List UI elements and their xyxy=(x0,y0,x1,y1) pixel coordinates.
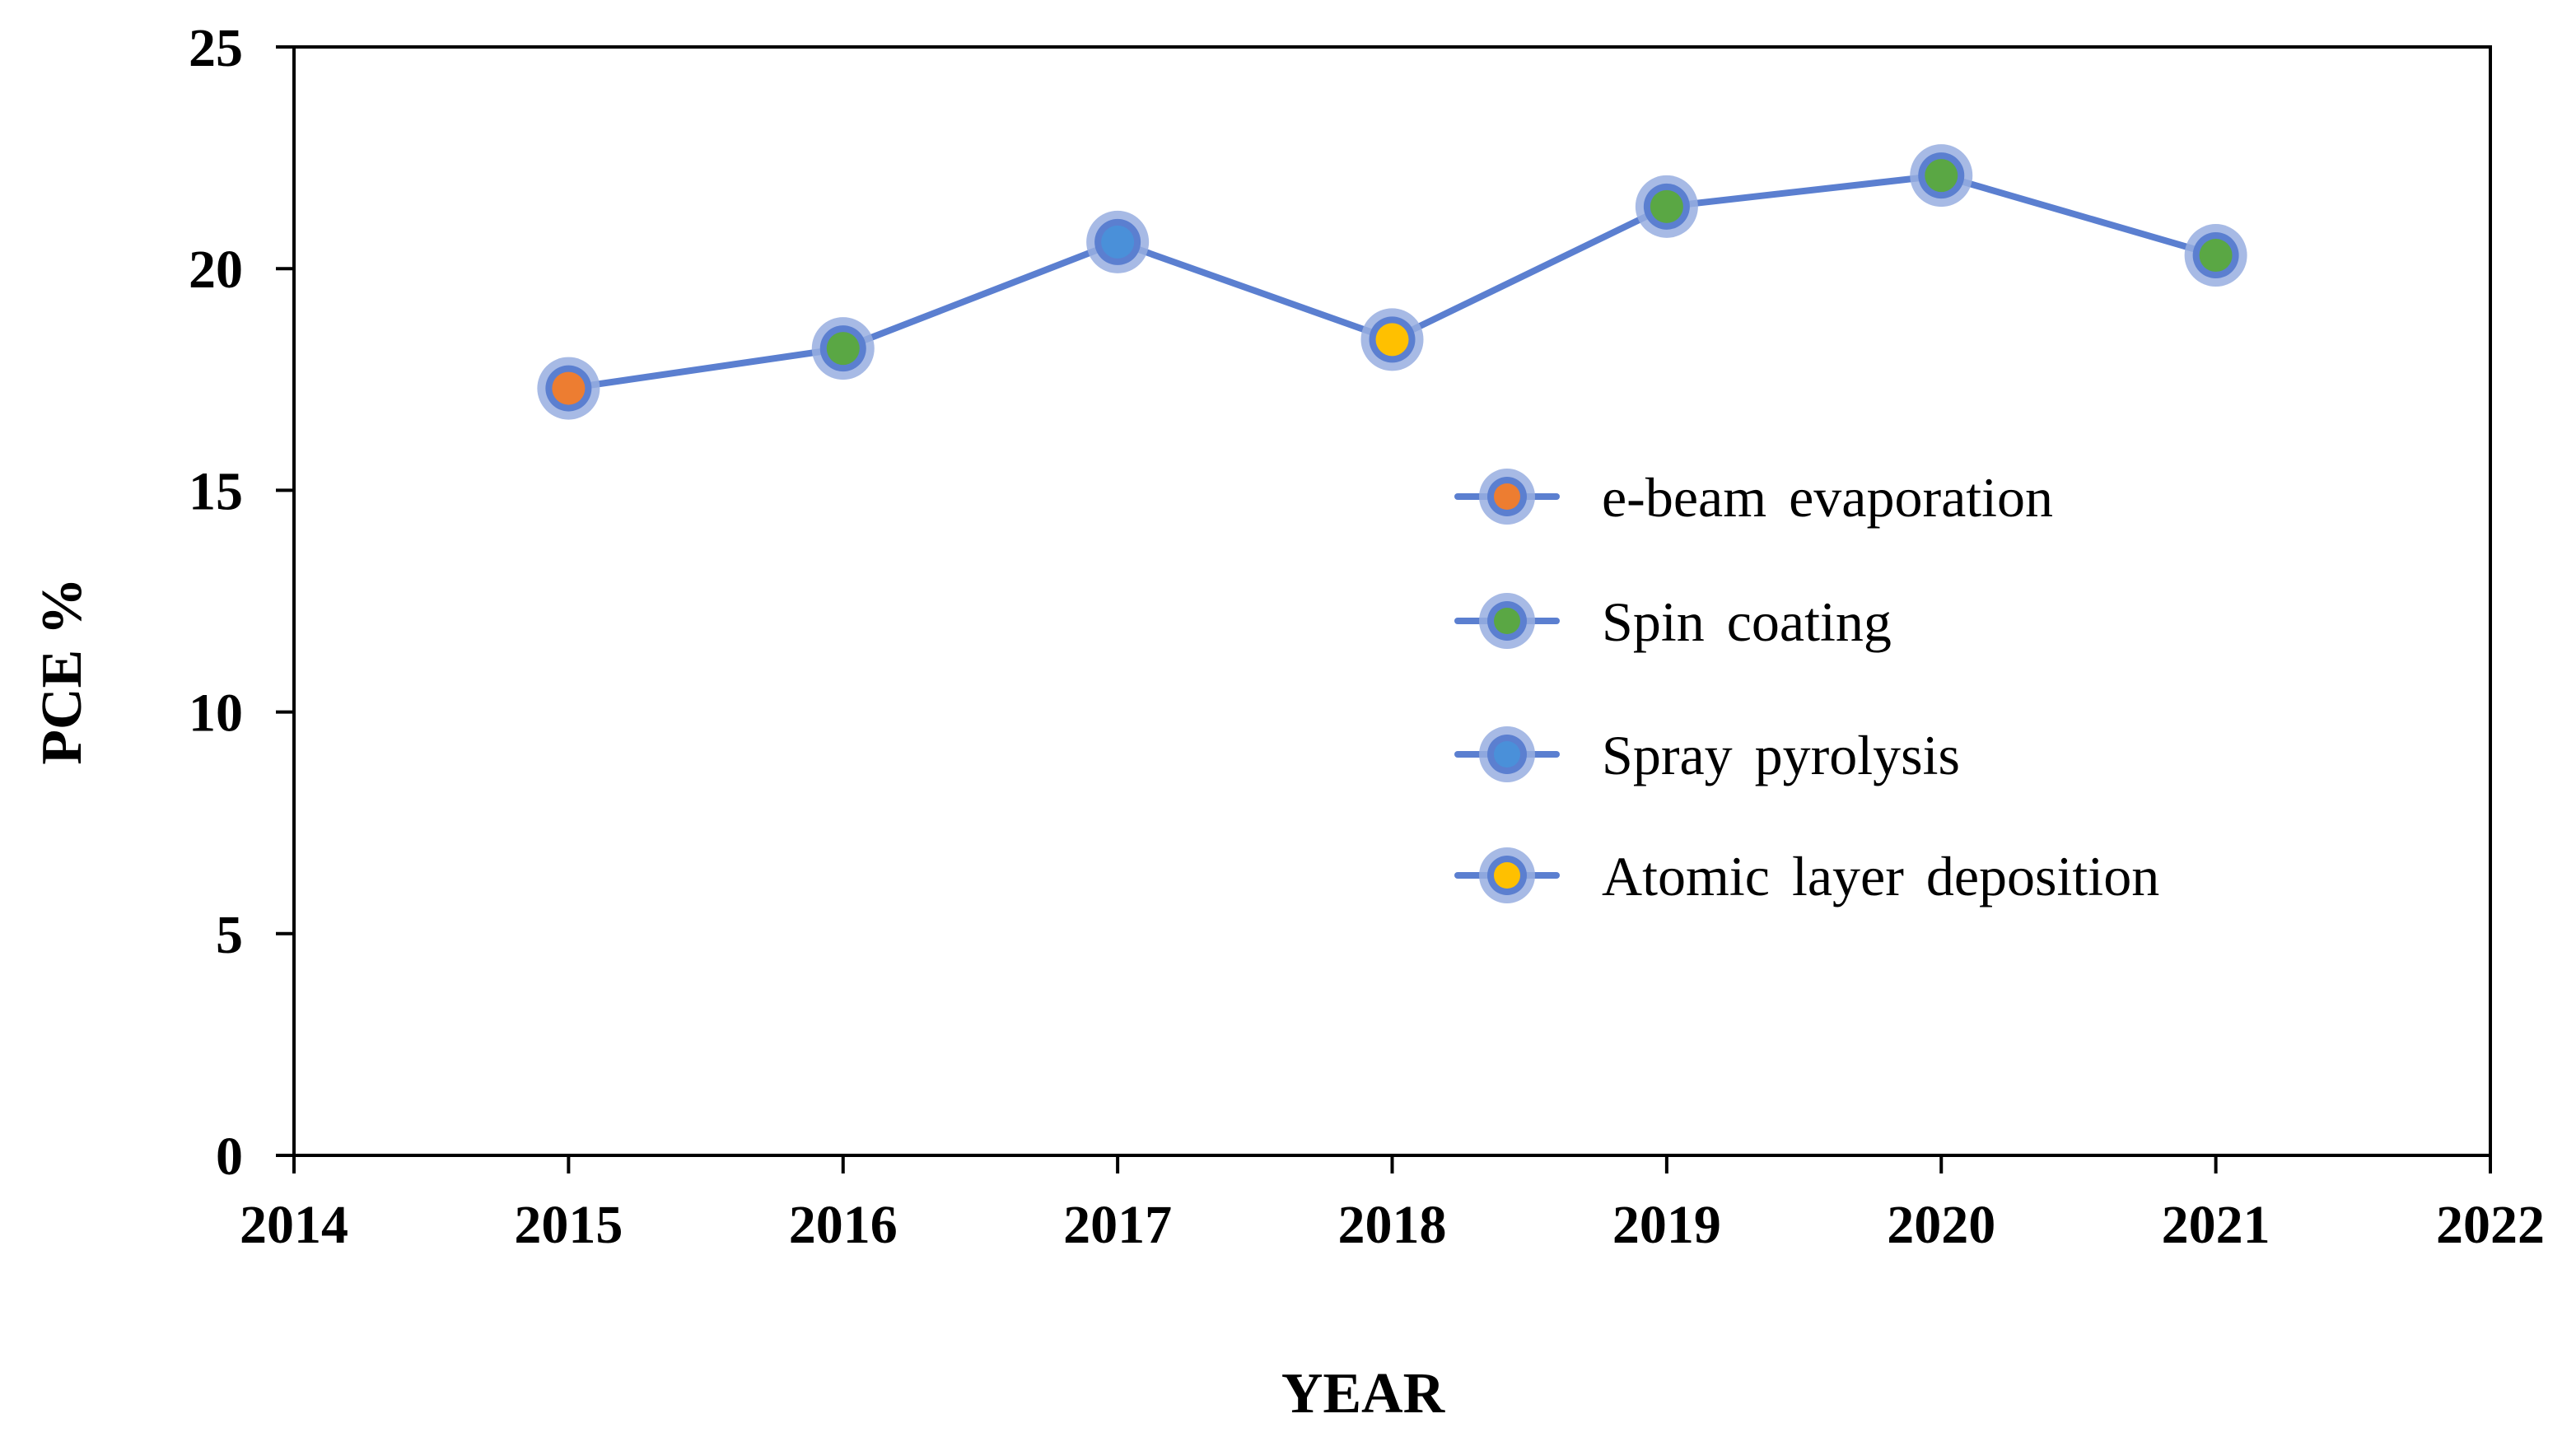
x-tick-label: 2021 xyxy=(2162,1195,2270,1255)
x-tick-label: 2018 xyxy=(1338,1195,1447,1255)
legend-item: Spray pyrolysis xyxy=(1454,724,1960,786)
x-axis-title: YEAR xyxy=(1281,1362,1446,1425)
y-tick-label: 0 xyxy=(216,1127,243,1187)
x-tick-label: 2016 xyxy=(789,1195,898,1255)
legend-label: Spin coating xyxy=(1602,590,1892,653)
y-tick-label: 15 xyxy=(189,461,243,521)
data-point xyxy=(1635,175,1698,238)
axes: 2014 2015 2016 2017 2018 2019 2020 2021 20220510… xyxy=(189,18,2545,1255)
series-pce xyxy=(537,144,2247,420)
legend-marker xyxy=(1494,741,1520,767)
data-point xyxy=(1360,308,1424,371)
y-tick-label: 10 xyxy=(189,684,243,744)
x-tick-label: 2015 xyxy=(514,1195,623,1255)
legend-marker xyxy=(1494,483,1520,510)
x-tick-label: 2019 xyxy=(1612,1195,1721,1255)
x-tick-label: 2022 xyxy=(2436,1195,2545,1255)
y-tick-label: 5 xyxy=(216,905,243,965)
data-point xyxy=(1910,144,1973,208)
legend-label: Spray pyrolysis xyxy=(1602,724,1960,786)
plot-frame xyxy=(292,45,2492,1157)
legend-marker xyxy=(1494,608,1520,634)
data-point xyxy=(1086,210,1150,273)
y-axis-title: PCE % xyxy=(30,577,94,765)
data-point-marker xyxy=(1925,159,1958,193)
legend-item: Atomic layer deposition xyxy=(1454,845,2159,907)
legend-marker xyxy=(1494,862,1520,889)
x-tick-label: 2014 xyxy=(240,1195,348,1255)
legend-item: Spin coating xyxy=(1454,590,1892,653)
data-point-marker xyxy=(552,371,586,405)
legend: e-beam evaporation Spin coating Spray pyro… xyxy=(1454,466,2159,907)
data-point xyxy=(2184,224,2247,287)
legend-item: e-beam evaporation xyxy=(1454,466,2053,529)
x-tick-label: 2020 xyxy=(1887,1195,1995,1255)
data-point-marker xyxy=(1101,225,1135,259)
data-point-marker xyxy=(1650,189,1683,223)
data-point-marker xyxy=(826,332,860,366)
legend-label: Atomic layer deposition xyxy=(1602,845,2159,907)
legend-label: e-beam evaporation xyxy=(1602,466,2053,529)
y-tick-label: 25 xyxy=(189,18,243,78)
data-point-marker xyxy=(1375,323,1409,357)
data-point-marker xyxy=(2199,239,2233,273)
y-tick-label: 20 xyxy=(189,240,243,300)
data-point xyxy=(537,357,600,420)
data-point xyxy=(811,317,875,380)
x-tick-label: 2017 xyxy=(1063,1195,1172,1255)
